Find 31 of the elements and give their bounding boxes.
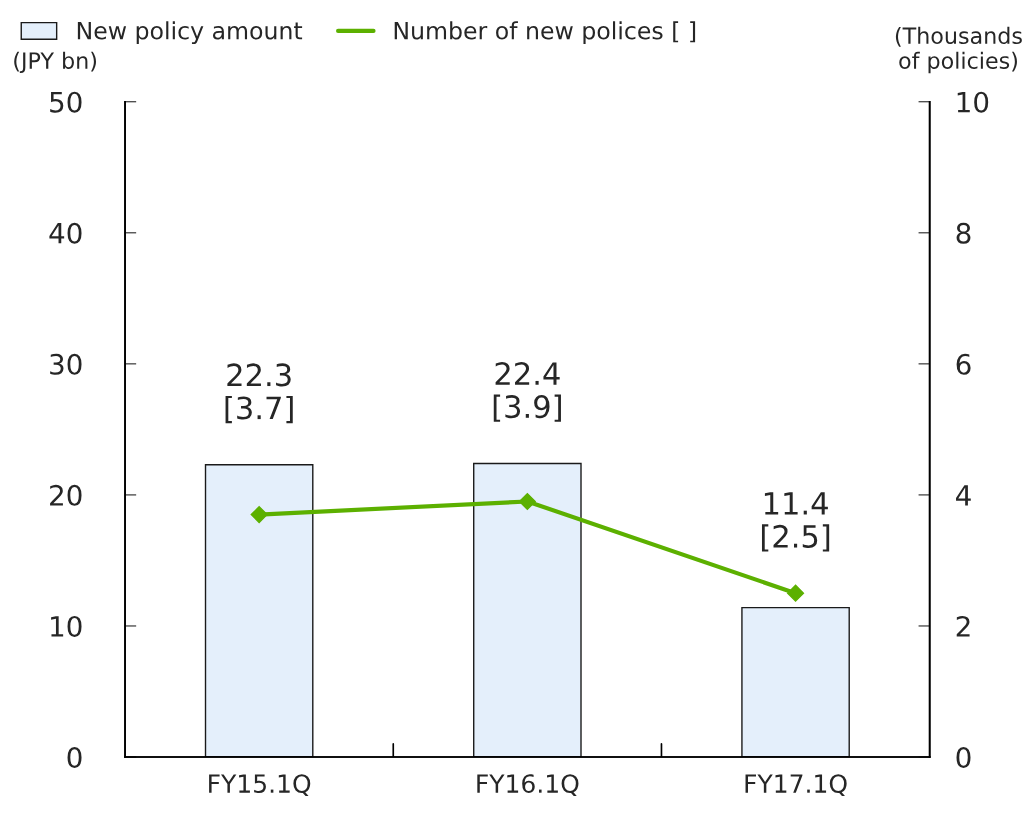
y2-tick-label: 2: [956, 615, 970, 637]
y-tick-label: 40: [49, 222, 82, 244]
y-tick-label: 0: [67, 746, 82, 768]
bar: [204, 464, 314, 758]
point: [518, 492, 536, 511]
data-label: 22.3: [227, 363, 291, 387]
data-label: [3.7]: [225, 395, 293, 424]
legend-label: New policy amount: [77, 21, 303, 45]
y-axis-title: (JPY bn): [14, 51, 97, 74]
x-tick-label: FY17.1Q: [745, 774, 847, 796]
x-tick-label: FY15.1Q: [209, 774, 311, 796]
bar: [473, 462, 582, 758]
legend-label: Number of new polices [ ]: [394, 21, 696, 45]
y2-tick-label: 8: [956, 222, 971, 244]
y-tick-label: 20: [50, 484, 82, 506]
y2-tick-label: 4: [956, 485, 971, 506]
y2-tick-label: 0: [956, 746, 971, 768]
data-label: [2.5]: [761, 524, 830, 552]
y-tick-label: 50: [50, 91, 82, 113]
data-label: 22.4: [495, 362, 560, 385]
y-tick-label: 10: [51, 615, 82, 637]
y2-tick-label: 6: [956, 353, 971, 375]
y2-axis-title: (Thousands of policies): [895, 26, 1022, 74]
x-tick-label: FY16.1Q: [477, 774, 579, 796]
point: [787, 584, 805, 602]
y-tick-label: 30: [50, 353, 82, 375]
data-label: [3.9]: [493, 394, 561, 422]
bar: [741, 606, 850, 758]
data-label: 11.4: [764, 492, 828, 515]
y2-tick-label: 10: [957, 91, 989, 113]
point: [250, 506, 268, 524]
